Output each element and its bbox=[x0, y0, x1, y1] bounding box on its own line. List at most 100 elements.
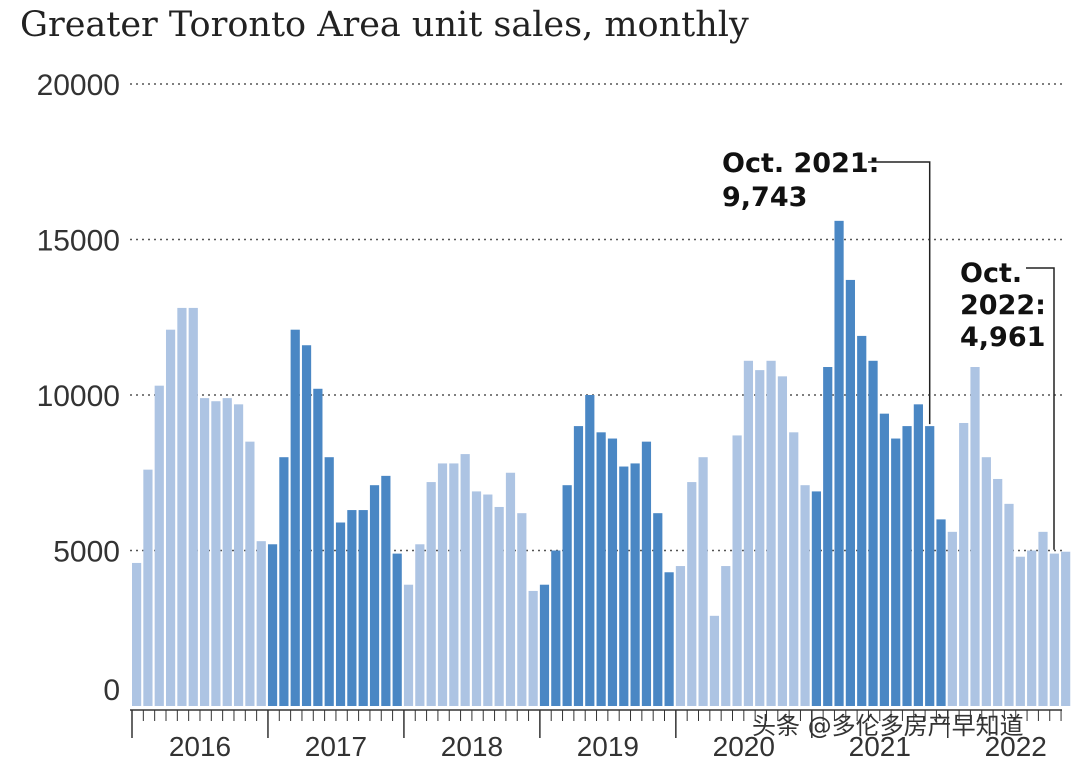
y-tick-label: 10000 bbox=[37, 380, 120, 413]
watermark-text: 头条 @多伦多房产早知道 bbox=[752, 712, 1024, 740]
bar bbox=[925, 426, 935, 706]
bar bbox=[426, 482, 436, 706]
bar bbox=[188, 307, 198, 706]
x-tick-label: 2018 bbox=[441, 731, 503, 762]
bar bbox=[415, 544, 425, 706]
bar bbox=[233, 404, 244, 706]
annotation-oct-2022-year: 2022: bbox=[960, 290, 1046, 321]
bar bbox=[981, 457, 991, 706]
y-tick-label: 5000 bbox=[53, 536, 120, 569]
bar bbox=[823, 367, 833, 706]
bar bbox=[630, 463, 640, 706]
bar bbox=[947, 531, 957, 706]
bar bbox=[165, 329, 176, 706]
bar bbox=[834, 220, 844, 706]
annotation-oct-2021-value: 9,743 bbox=[722, 182, 807, 213]
bar bbox=[1061, 551, 1071, 706]
bar bbox=[154, 385, 164, 706]
x-tick-label: 2022 bbox=[985, 731, 1047, 762]
bars bbox=[132, 220, 1071, 706]
bar bbox=[936, 519, 946, 706]
bar bbox=[256, 541, 266, 706]
bar bbox=[732, 435, 742, 706]
bar bbox=[539, 584, 550, 706]
bar bbox=[607, 438, 618, 706]
bar bbox=[324, 457, 334, 706]
bar bbox=[517, 513, 527, 706]
bar bbox=[1049, 553, 1059, 706]
bar bbox=[777, 376, 788, 706]
bar bbox=[347, 510, 357, 706]
bar bbox=[675, 566, 686, 706]
bar bbox=[369, 485, 380, 706]
bar bbox=[664, 572, 674, 706]
x-tick-label: 2021 bbox=[849, 731, 911, 762]
bar bbox=[471, 491, 482, 706]
bar bbox=[505, 472, 516, 706]
y-axis-ticks: 0 5000 10000 15000 20000 bbox=[37, 69, 120, 707]
bar bbox=[143, 469, 153, 706]
bar bbox=[959, 422, 969, 706]
x-tick-label: 2020 bbox=[713, 731, 775, 762]
bar bbox=[902, 426, 912, 706]
bar bbox=[641, 441, 652, 706]
bar bbox=[437, 463, 448, 706]
x-axis: 2016 2017 2018 2019 2020 2021 2022 bbox=[130, 709, 1062, 762]
bar bbox=[585, 395, 595, 706]
bar bbox=[245, 441, 255, 706]
y-tick-label: 20000 bbox=[37, 69, 120, 102]
bar bbox=[811, 491, 821, 706]
bar bbox=[879, 413, 889, 706]
bar bbox=[698, 457, 708, 706]
bar bbox=[177, 307, 187, 706]
y-tick-label: 15000 bbox=[37, 225, 120, 258]
bar bbox=[857, 335, 867, 706]
bar bbox=[709, 615, 720, 706]
annotation-oct-2022-value: 4,961 bbox=[960, 322, 1045, 353]
bar bbox=[528, 590, 538, 706]
bar bbox=[1015, 556, 1025, 706]
bar bbox=[573, 426, 584, 706]
bar bbox=[800, 485, 810, 706]
bar bbox=[913, 404, 923, 706]
bar bbox=[313, 388, 323, 706]
annotation-oct-2021-label: Oct. 2021: bbox=[722, 148, 879, 179]
bar bbox=[290, 329, 300, 706]
bar bbox=[562, 485, 572, 706]
bar bbox=[392, 553, 402, 706]
bar bbox=[868, 360, 878, 706]
bar bbox=[743, 360, 754, 706]
y-tick-label: 0 bbox=[103, 674, 120, 707]
bar bbox=[381, 475, 391, 706]
bar bbox=[483, 494, 493, 706]
bar bbox=[1038, 531, 1048, 706]
bar bbox=[970, 367, 980, 706]
annotation-oct-2022-label: Oct. bbox=[960, 258, 1022, 289]
bar bbox=[449, 463, 459, 706]
bar bbox=[687, 482, 697, 706]
bar bbox=[1004, 503, 1014, 706]
bar bbox=[845, 279, 855, 706]
bar bbox=[460, 454, 470, 706]
x-tick-label: 2016 bbox=[169, 731, 231, 762]
bar bbox=[596, 432, 606, 706]
bar bbox=[301, 345, 312, 706]
chart-title: Greater Toronto Area unit sales, monthly bbox=[20, 5, 749, 45]
bar bbox=[789, 432, 799, 706]
x-tick-label: 2019 bbox=[577, 731, 639, 762]
annotations: Oct. 2021:9,743 Oct.2022:4,961 bbox=[722, 148, 1055, 550]
bar bbox=[993, 478, 1003, 706]
annotation-oct-2022-leader bbox=[1026, 267, 1055, 550]
bar bbox=[403, 584, 414, 706]
bar bbox=[267, 544, 278, 706]
bar bbox=[721, 566, 731, 706]
bar bbox=[494, 506, 504, 706]
bar bbox=[653, 513, 663, 706]
bar bbox=[755, 370, 765, 706]
bar bbox=[766, 360, 776, 706]
bar bbox=[279, 457, 289, 706]
x-tick-label: 2017 bbox=[305, 731, 367, 762]
bar bbox=[891, 438, 901, 706]
bar bbox=[222, 398, 232, 706]
bar bbox=[551, 550, 561, 706]
